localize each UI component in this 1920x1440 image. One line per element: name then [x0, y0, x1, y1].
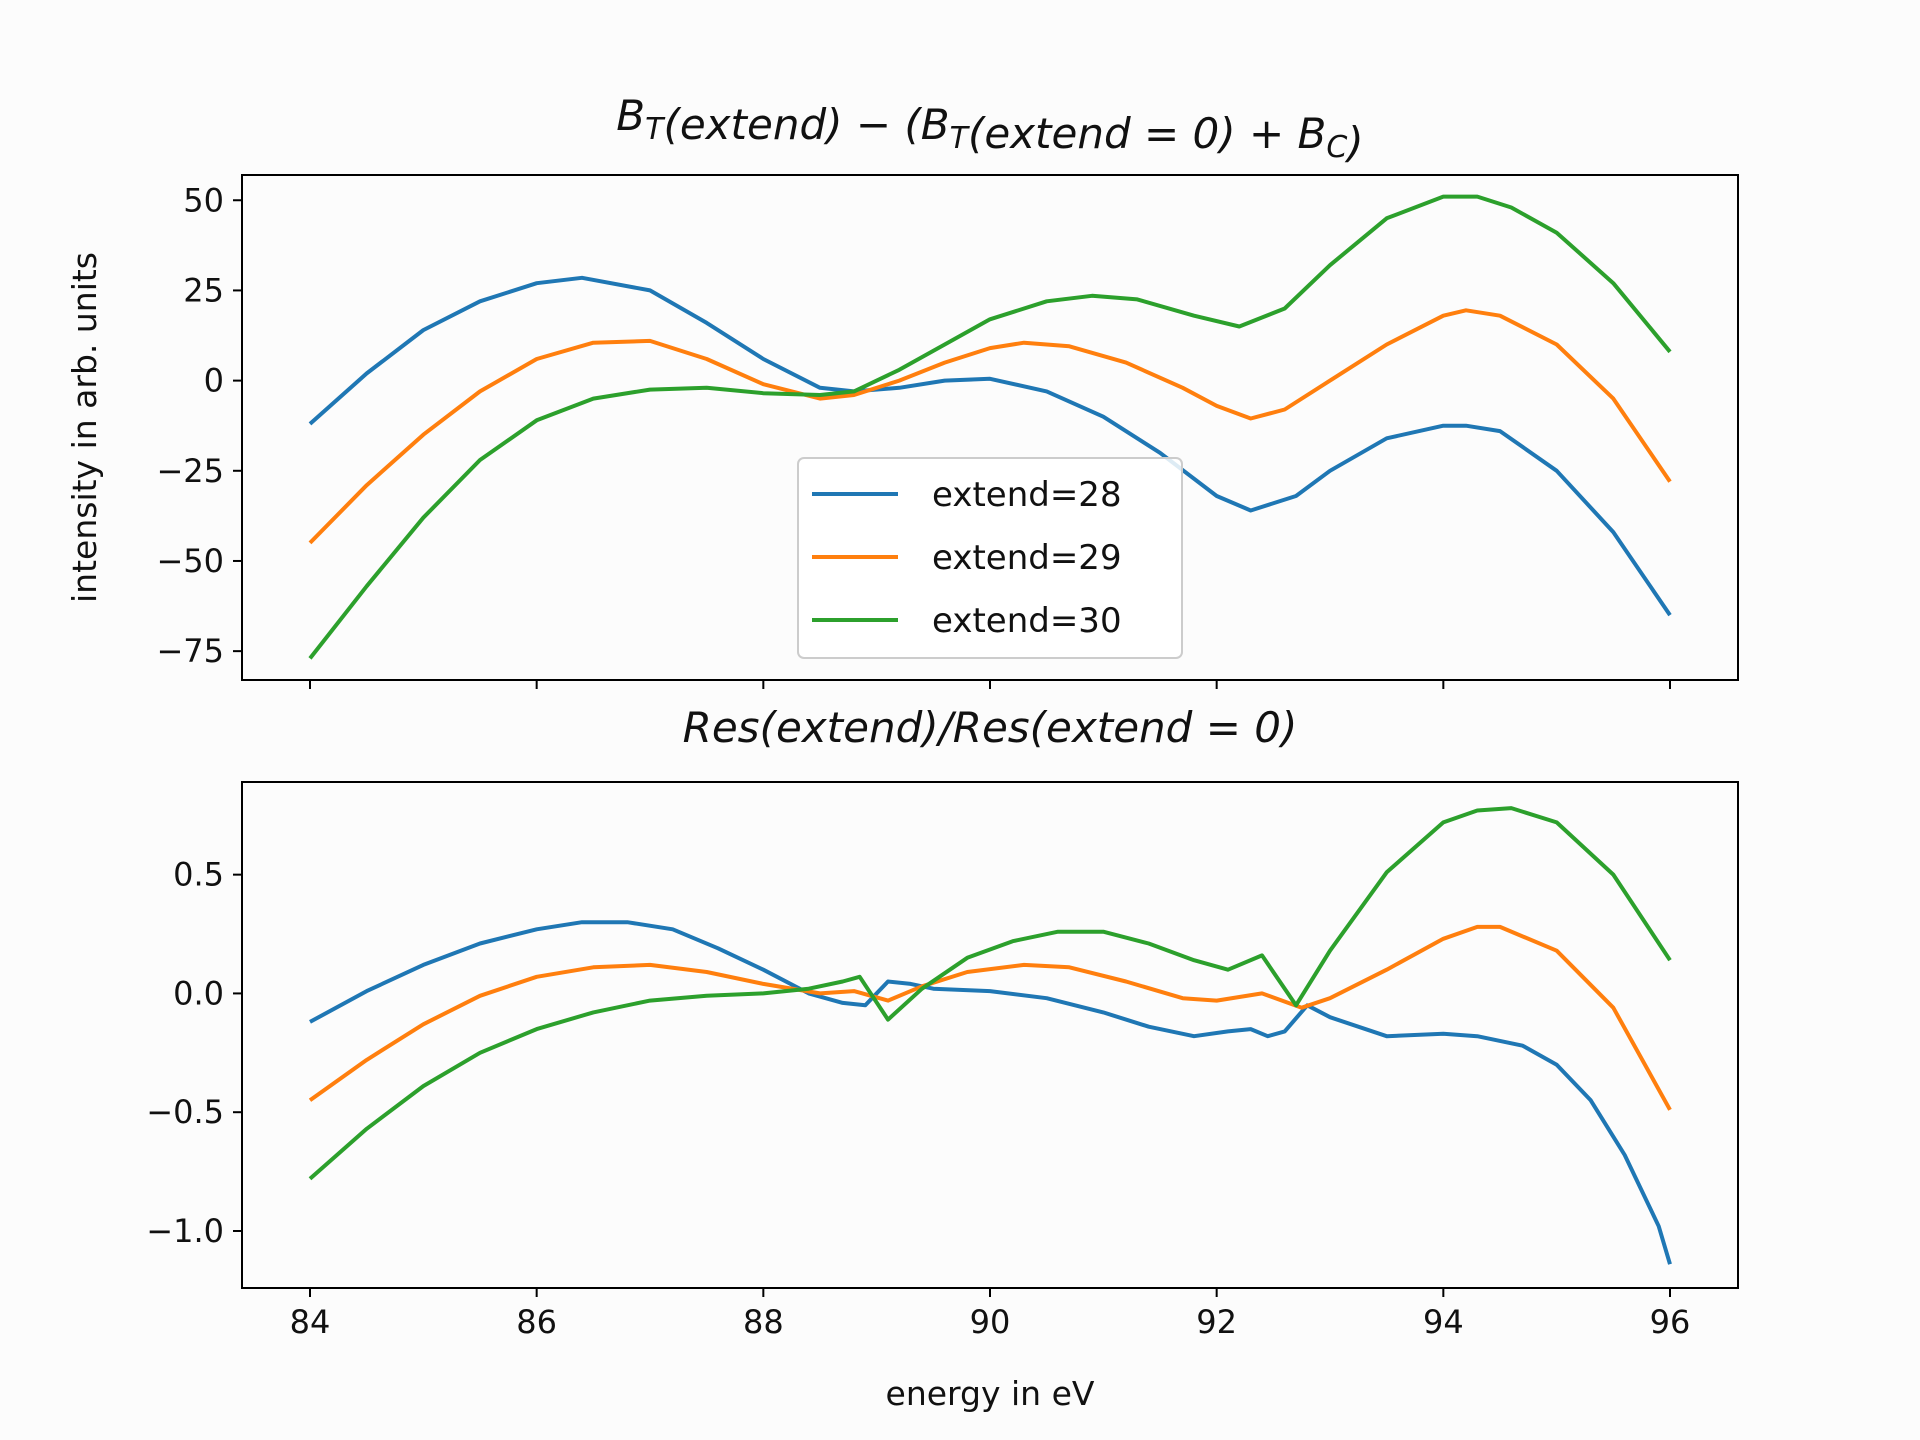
axes-frame — [241, 781, 1739, 1289]
y-tick-label: 0.5 — [173, 856, 224, 894]
y-tick-label: 0.0 — [173, 974, 224, 1012]
legend-label: extend=29 — [932, 538, 1122, 578]
y-axis-label: intensity in arb. units — [65, 252, 104, 603]
y-tick-label: 25 — [183, 271, 224, 309]
series-line-2 — [308, 924, 1672, 1111]
x-tick-label: 88 — [743, 1303, 784, 1341]
y-tick-label: −0.5 — [146, 1093, 224, 1131]
y-tick-label: −75 — [156, 632, 224, 670]
panel-title: Res(extend)/Res(extend = 0) — [683, 703, 1298, 752]
y-tick-label: 0 — [204, 362, 224, 400]
series-line-3 — [308, 806, 1672, 1181]
series-line-1 — [309, 920, 1672, 1265]
legend: extend=28 extend=29 extend=30 — [797, 457, 1183, 659]
x-tick-label: 94 — [1423, 1303, 1464, 1341]
x-tick-label: 90 — [970, 1303, 1011, 1341]
panel-2: Res(extend)/Res(extend = 0) 0.5 0.0 −0.5 −1.… — [146, 703, 1739, 1413]
y-tick-label: −25 — [156, 452, 224, 490]
x-tick-label: 92 — [1196, 1303, 1237, 1341]
series-line-extend-28 — [308, 275, 1672, 617]
x-tick-label: 84 — [290, 1303, 331, 1341]
series-line-extend-29 — [308, 308, 1672, 545]
panel-1: BT(extend) − (BT(extend = 0) + BC) 50 25 0 −… — [65, 91, 1739, 689]
legend-label: extend=28 — [932, 475, 1122, 515]
x-tick-label: 96 — [1650, 1303, 1691, 1341]
y-tick-label: 50 — [183, 181, 224, 219]
y-tick-label: −50 — [156, 542, 224, 580]
legend-label: extend=30 — [932, 601, 1122, 641]
x-tick-label: 86 — [516, 1303, 557, 1341]
panel-title: BT(extend) − (BT(extend = 0) + BC) — [616, 91, 1363, 167]
series-line-extend-30 — [308, 194, 1672, 660]
y-tick-label: −1.0 — [146, 1212, 224, 1250]
x-axis-label: energy in eV — [886, 1374, 1095, 1413]
legend-box — [797, 457, 1183, 659]
